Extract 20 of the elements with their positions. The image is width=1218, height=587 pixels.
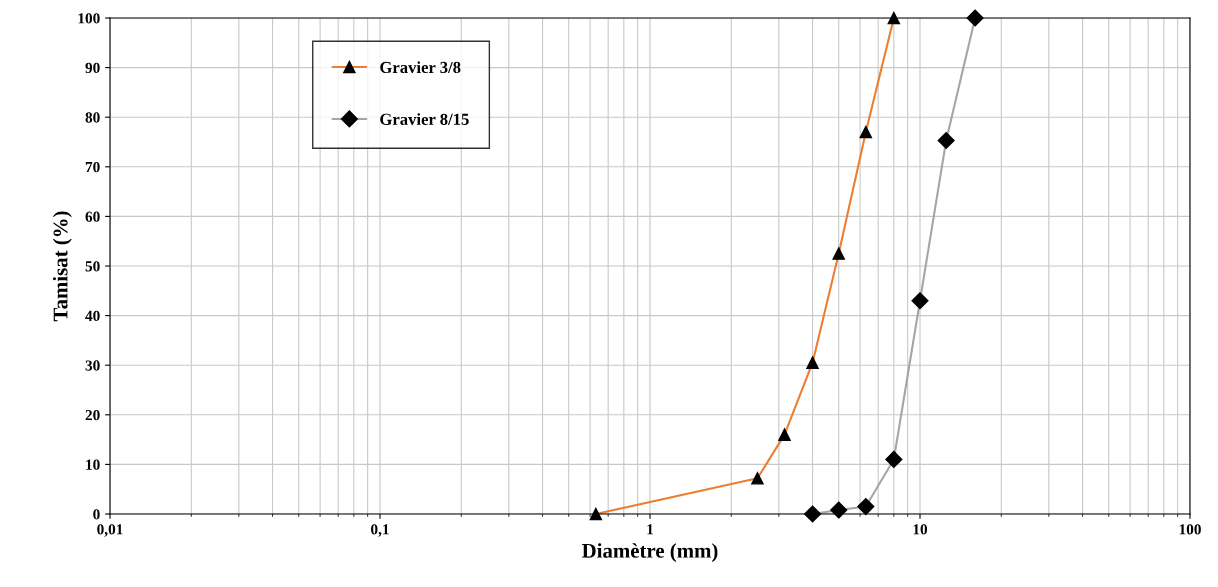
y-tick-label: 10 <box>86 459 100 470</box>
y-tick-label: 90 <box>85 62 100 74</box>
legend-label: Gravier 3/8 <box>380 61 461 74</box>
y-tick-label: 30 <box>85 360 100 371</box>
y-tick-label: 50 <box>85 261 100 272</box>
x-tick-label: 0,1 <box>371 524 389 537</box>
legend-label: Gravier 8/15 <box>380 113 469 125</box>
x-axis-title: Diamètre (mm) <box>582 543 718 563</box>
y-tick-label: 70 <box>85 161 100 173</box>
y-axis-title: Tamisat (%) <box>52 211 72 322</box>
y-tick-label: 20 <box>85 409 100 421</box>
y-tick-label: 0 <box>93 509 100 520</box>
y-tick-label: 100 <box>78 13 100 24</box>
x-tick-label: 0,01 <box>97 524 123 537</box>
y-tick-label: 40 <box>85 310 100 322</box>
y-tick-label: 80 <box>85 112 100 123</box>
y-tick-label: 60 <box>85 211 100 222</box>
x-tick-label: 1 <box>647 524 654 535</box>
x-tick-label: 10 <box>913 524 928 535</box>
x-tick-label: 100 <box>1179 524 1201 535</box>
